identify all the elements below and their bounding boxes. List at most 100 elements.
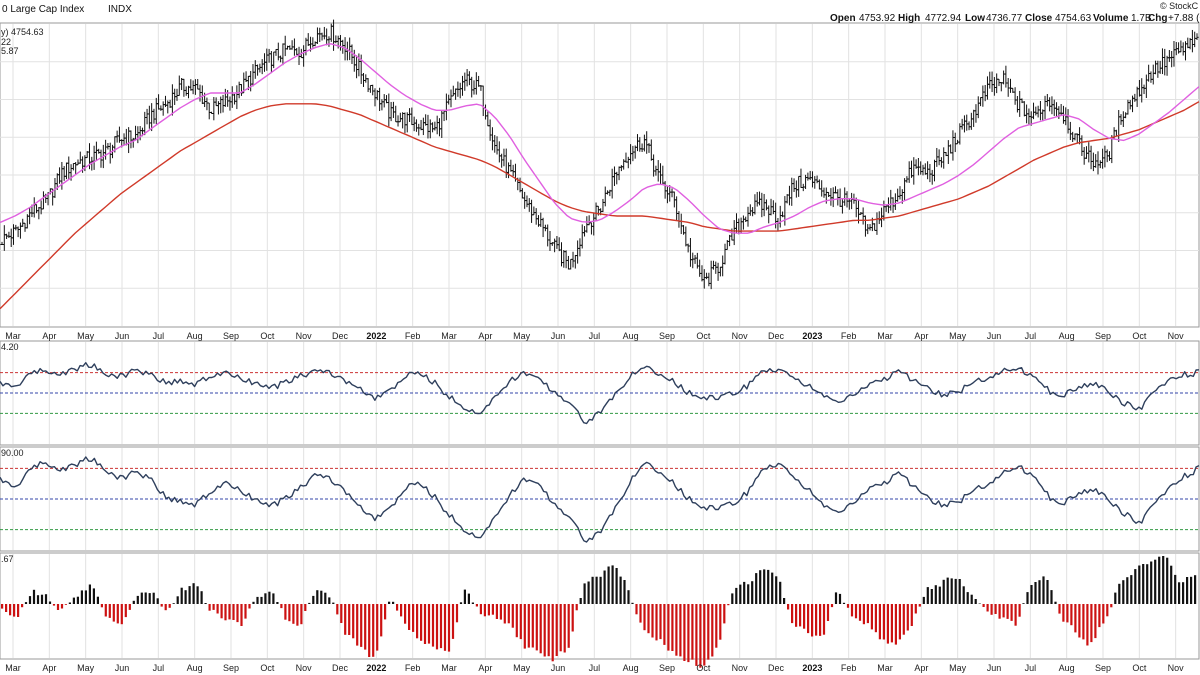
x-tick-label: May [949,663,967,673]
histogram-bar [970,594,973,604]
histogram-bar [288,604,291,622]
histogram-bar [882,604,885,640]
histogram-bar [842,602,846,604]
histogram-bar [308,602,311,604]
histogram-bar [184,590,187,604]
histogram-bar [304,604,307,611]
histogram-bar [200,591,203,604]
histogram-bar [220,604,223,619]
histogram-bar [862,604,865,625]
histogram-bar [1078,604,1081,638]
histogram-bar [950,578,953,604]
x-tick-label: Apr [914,663,928,673]
quote-low-value: 4736.77 [986,13,1023,24]
histogram-label: .67 [1,554,14,564]
histogram-bar [763,569,766,604]
histogram-bar [463,589,466,604]
histogram-bar [272,593,275,604]
histogram-bar [1018,604,1021,617]
histogram-bar [683,604,686,661]
histogram-bar [918,604,921,607]
histogram-bar [1158,556,1161,604]
histogram-bar [1070,604,1073,626]
histogram-bar [84,590,87,604]
histogram-bar [228,604,231,620]
x-tick-label: Mar [877,663,893,673]
histogram-bar [783,598,786,604]
histogram-bar [360,604,363,647]
histogram-bar [779,581,782,604]
x-tick-label: Jun [115,331,130,341]
bottom-axis-labels: Mar Apr May Jun Jul Aug Sep Oct Nov Dec 2022 Feb Mar… [5,663,1184,673]
histogram-bar [68,602,71,604]
histogram-bar [5,604,8,612]
x-tick-label: Dec [332,663,349,673]
histogram-bar [499,604,502,620]
histogram-bar [639,604,642,623]
histogram-bar [260,596,263,604]
histogram-bar [515,604,518,638]
histogram-bar [160,604,163,607]
x-tick-label: Feb [405,331,421,341]
histogram-bar [356,604,359,646]
x-tick-label: Jun [987,331,1002,341]
price-legend-ma1: 22 [1,37,11,47]
histogram-bar [128,604,131,610]
histogram-bar [1166,557,1169,604]
histogram-bar [743,581,746,604]
histogram-bar [675,604,678,656]
histogram-bar [822,604,826,635]
histogram-bar [1126,577,1129,604]
histogram-bar [1042,576,1045,604]
histogram-bar [427,604,431,644]
histogram-bar [1038,580,1041,604]
histogram-bar [826,604,830,621]
x-tick-label: Jun [987,663,1002,673]
histogram-bar [316,590,319,604]
histogram-bar [164,604,167,611]
histogram-bar [1186,577,1189,604]
exchange-label: INDX [108,4,132,15]
histogram-bar [36,595,40,604]
histogram-bar [1082,604,1085,640]
histogram-bar [296,604,299,626]
quote-chg-value: +7.88 (+ [1168,13,1200,24]
histogram-bar [691,604,694,660]
histogram-bar [1046,580,1049,604]
histogram-bar [519,604,522,640]
histogram-bar [447,604,451,652]
quote-open-value: 4753.92 [859,13,896,24]
histogram-bar [934,585,937,604]
quote-low-label: Low [965,13,985,24]
histogram-bar [423,604,427,644]
histogram-bar [380,604,383,637]
histogram-bar [807,604,810,634]
histogram-bar [631,602,634,604]
histogram-bar [435,604,439,650]
histogram-bar [156,598,159,604]
histogram-bar [791,604,794,624]
histogram-bar [280,604,283,609]
histogram-bar [404,604,407,624]
histogram-bar [32,589,36,604]
x-tick-label: Oct [260,663,275,673]
histogram-bar [711,604,714,657]
histogram-bar [108,604,111,618]
histogram-bar [898,604,901,640]
histogram-bar [579,598,582,604]
histogram-bar [1074,604,1077,633]
histogram-bar [886,604,889,644]
histogram-bar [1146,564,1149,604]
histogram-bar [1094,604,1097,639]
x-tick-label: Apr [914,331,928,341]
histogram-bar [1090,604,1093,643]
histogram-bar [1134,569,1137,604]
x-tick-label: May [513,663,531,673]
histogram-bar [747,584,750,604]
histogram-bar [850,604,854,617]
osc2-label: 90.00 [1,448,24,458]
histogram-bar [767,569,770,604]
histogram-bar [1014,604,1017,626]
histogram-bar [771,572,774,604]
histogram-bar [727,604,730,606]
